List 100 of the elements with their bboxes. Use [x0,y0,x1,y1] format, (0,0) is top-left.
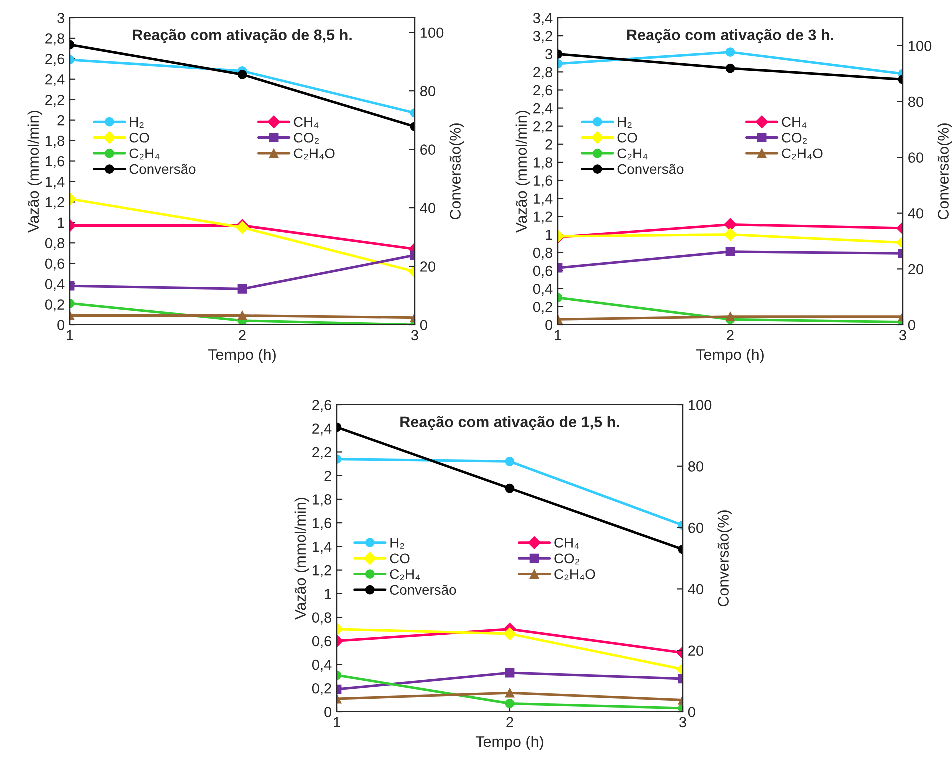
y-axis-title: Vazão (mmol/min) [28,111,42,233]
y2-axis-title: Conversão(%) [718,510,732,607]
y-tick-label: 0,2 [533,302,552,314]
y2-tick-label: 80 [908,96,924,108]
y-tick-label: 2 [324,470,332,482]
legend-label: C₂H₄ [390,569,420,580]
legend-label: Conversão [618,164,684,174]
text: Reação com ativação de 1,5 h. [400,416,620,431]
y-axis-title: Vazão (mmol/min) [516,111,530,233]
y-tick-label: 0 [58,320,65,330]
legend-label: CO₂ [294,132,320,144]
y-tick-label: 0,2 [312,683,332,696]
y-tick-label: 3,4 [533,13,553,26]
legend-label: H₂ [390,538,404,549]
y-tick-label: 0,4 [45,279,65,292]
legend-label: C₂H₄ [618,148,648,160]
y-tick-label: 0,4 [312,660,332,672]
y2-tick-label: 20 [908,264,924,275]
y-tick-label: 1,6 [534,176,552,188]
x-tick-label: 1 [334,717,340,728]
y-tick-label: 2,6 [46,54,64,66]
x-tick-label: 2 [727,330,734,340]
y-tick-label: 1 [58,218,64,228]
y-tick-label: 1,2 [312,565,332,578]
y2-tick-label: 100 [908,41,932,52]
x-tick-label: 3 [680,717,686,728]
legend-label: CH₄ [782,117,807,128]
y-tick-label: 1,6 [312,518,332,530]
y2-tick-label: 0 [908,320,916,330]
y-tick-label: 2,4 [46,74,65,87]
y-tick-label: 0 [324,707,332,718]
y2-tick-label: 40 [908,208,924,219]
y-tick-label: 1 [546,230,552,240]
y2-tick-label: 60 [420,144,436,155]
y-tick-label: 0,6 [312,636,332,648]
legend-label: C₂H₄O [554,569,596,580]
text: Reação com ativação de 3 h. [628,29,834,44]
legend-label: Conversão [130,164,196,174]
y-tick-label: 1,2 [534,212,552,224]
y-tick-label: 1,6 [46,156,64,168]
y-tick-label: 1,4 [312,542,332,554]
x-tick-label: 2 [506,717,514,728]
y-tick-label: 0,6 [45,258,64,271]
y-tick-label: 2,8 [46,34,65,46]
y-tick-label: 2,4 [534,103,553,116]
legend-label: C₂H₄ [130,148,160,160]
x-axis-title: Tempo (h) [476,736,544,750]
y-tick-label: 3 [58,13,64,24]
y2-tick-label: 80 [688,462,704,472]
y-tick-label: 1,4 [534,194,553,206]
legend-label: CH₄ [554,538,580,549]
y2-tick-label: 40 [688,584,704,595]
y-tick-label: 2,6 [534,85,552,98]
x-axis-title: Tempo (h) [208,349,276,364]
x-tick-label: 1 [555,330,562,340]
y-tick-label: 2 [546,140,552,150]
legend-label: CO [618,132,638,143]
legend-label: CO₂ [554,554,580,565]
y-tick-label: 1,4 [46,176,65,189]
y2-tick-label: 60 [688,522,704,534]
legend-label: CH₄ [294,117,319,128]
y-tick-label: 2,6 [312,400,332,412]
y2-axis-title: Conversão(%) [938,124,952,220]
y2-tick-label: 100 [420,28,444,38]
y-tick-label: 2,2 [534,121,552,134]
y-axis-title: Vazão (mmol/min) [294,498,310,620]
x-tick-label: 3 [900,330,906,341]
y2-tick-label: 0 [420,320,428,330]
legend-label: CO [390,554,410,564]
y-tick-label: 3 [546,49,552,60]
legend-label: CO₂ [782,132,808,144]
legend-label: C₂H₄O [782,148,823,160]
legend-label: CO [130,132,150,143]
y-tick-label: 0,8 [533,248,553,260]
y-tick-label: 0,4 [533,284,553,296]
y-tick-label: 2,2 [312,447,332,460]
legend-label: Conversão [390,584,456,596]
y-tick-label: 1,8 [46,136,65,148]
y2-tick-label: 60 [908,152,924,163]
y-tick-label: 2 [58,115,64,126]
y-tick-label: 2,4 [312,424,332,436]
y-tick-label: 1,8 [312,494,332,507]
y-tick-label: 3,2 [533,31,552,44]
y-tick-label: 1,2 [46,197,64,210]
y2-axis-title: Conversão(%) [450,124,464,220]
y2-tick-label: 80 [420,86,436,97]
y-tick-label: 2,2 [46,94,64,108]
legend-label: C₂H₄O [294,148,335,160]
y-tick-label: 1 [325,589,332,600]
y-tick-label: 0,2 [45,300,64,312]
x-tick-label: 1 [67,330,74,340]
y-tick-label: 1,8 [534,158,553,170]
x-tick-label: 2 [239,330,246,340]
y2-tick-label: 0 [688,707,696,718]
legend-label: H₂ [618,117,632,128]
y-tick-label: 0,8 [45,238,65,250]
y-tick-label: 0 [546,320,553,330]
y2-tick-label: 40 [420,203,436,214]
x-axis-title: Tempo (h) [696,349,764,364]
y2-tick-label: 20 [420,262,436,272]
